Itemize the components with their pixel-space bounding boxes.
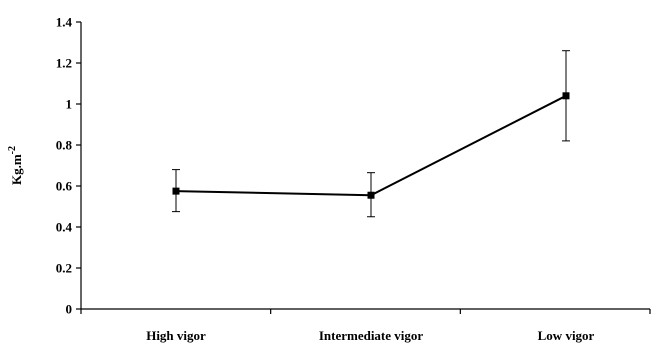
y-axis-title-base: Kg.m	[9, 154, 24, 185]
y-tick-label: 0.8	[56, 138, 73, 153]
y-tick-label: 1.4	[56, 15, 73, 30]
y-tick-label: 0.6	[56, 179, 73, 194]
y-axis-title: Kg.m-2	[7, 146, 24, 185]
y-axis-title-exponent: -2	[7, 146, 18, 154]
x-category-label: Intermediate vigor	[319, 328, 424, 343]
x-category-label: High vigor	[146, 328, 206, 343]
series	[172, 50, 570, 218]
y-axis-ticks: 0 0.2 0.4 0.6 0.8 1 1.2 1.4	[56, 15, 81, 317]
x-axis-ticks: High vigor Intermediate vigor Low vigor	[80, 309, 651, 343]
y-tick-label: 0	[66, 302, 73, 317]
data-point-marker	[367, 191, 375, 199]
x-category-label: Low vigor	[538, 328, 595, 343]
y-tick-label: 0.4	[56, 220, 73, 235]
y-tick-label: 1.2	[56, 56, 72, 71]
data-point-marker	[562, 92, 570, 100]
y-tick-label: 0.2	[56, 261, 72, 276]
data-point-marker	[172, 187, 180, 195]
y-tick-label: 1	[66, 97, 73, 112]
axes	[80, 22, 650, 310]
